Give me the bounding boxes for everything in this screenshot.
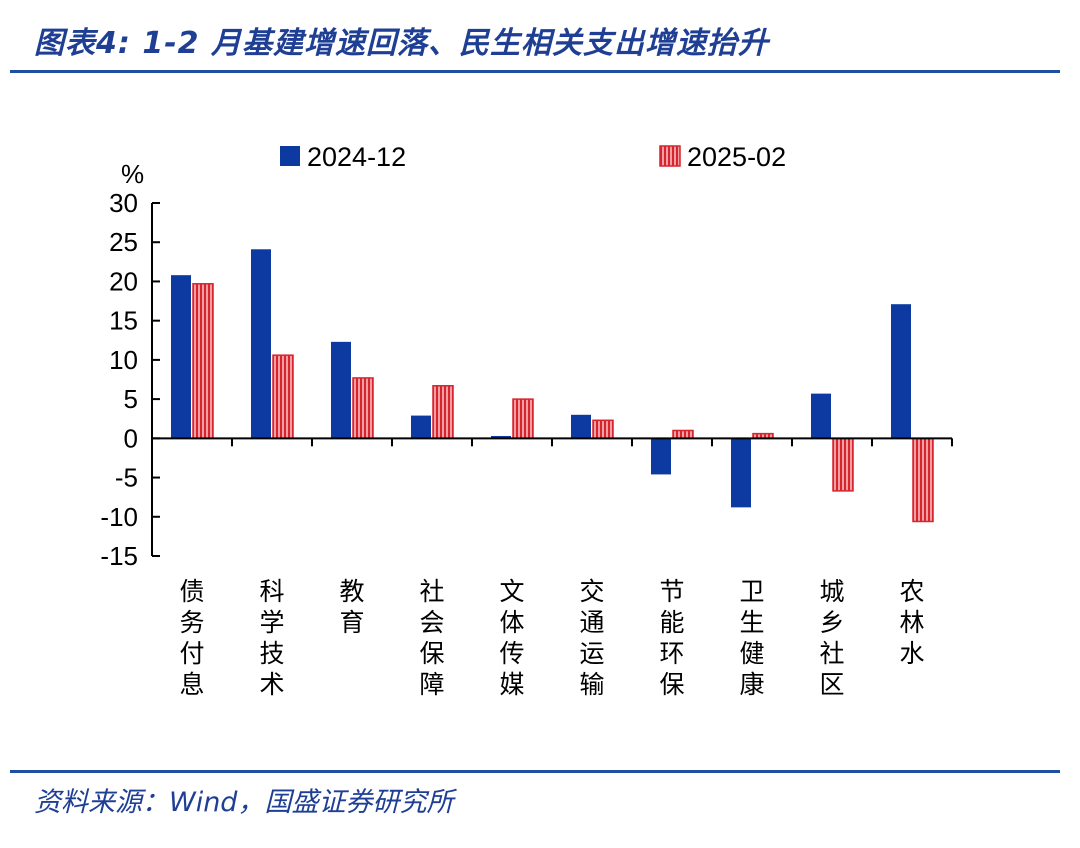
category-label: 卫生健康 <box>739 577 764 699</box>
category-label: 农林水 <box>899 577 924 668</box>
category-label: 社会保障 <box>419 577 444 699</box>
legend-2025-02: 2025-02 <box>659 142 786 172</box>
bar-2025-02 <box>912 437 934 523</box>
bar-2024-12 <box>571 414 591 439</box>
category-label: 城乡社区 <box>819 577 844 699</box>
bar-2024-12 <box>491 435 511 439</box>
footer-divider <box>10 770 1060 773</box>
bar-2024-12 <box>331 341 351 439</box>
bars <box>171 249 934 523</box>
y-tick-label: 5 <box>124 384 138 414</box>
bar-2025-02 <box>192 283 214 440</box>
bar-chart: 2024-12 2025-02 30 25 20 15 10 5 0 -5 -10 -15% 债务付… <box>100 142 953 699</box>
bar-2025-02 <box>432 385 454 440</box>
bar-2024-12 <box>411 415 431 439</box>
y-tick-label: 25 <box>109 227 138 257</box>
y-tick-label: -15 <box>100 541 138 571</box>
bar-2024-12 <box>651 438 671 475</box>
legend-label: 2024-12 <box>307 142 406 172</box>
y-tick-label: 10 <box>109 345 138 375</box>
category-label: 债务付息 <box>179 577 204 699</box>
y-axis: 30 25 20 15 10 5 0 -5 -10 -15% <box>100 159 160 571</box>
bar-2025-02 <box>512 398 534 440</box>
bar-2025-02 <box>672 429 694 440</box>
legend-swatch <box>659 145 681 167</box>
source-note: 资料来源：Wind，国盛证券研究所 <box>34 787 454 818</box>
bar-2024-12 <box>251 249 271 439</box>
y-tick-label: 15 <box>109 306 138 336</box>
category-label: 文体传媒 <box>499 577 524 699</box>
bar-2025-02 <box>272 354 294 440</box>
bar-2025-02 <box>832 437 854 492</box>
bar-2025-02 <box>352 377 374 440</box>
bar-2024-12 <box>731 438 751 508</box>
legend-swatch <box>280 146 300 166</box>
category-labels: 债务付息 科学技术 教育 社会保障 文体传媒 交通运输 节能环保 卫生健康 城乡社区 农林水 <box>179 577 924 699</box>
legend-2024-12: 2024-12 <box>280 142 406 172</box>
y-tick-label: -5 <box>115 463 138 493</box>
y-tick-label: -10 <box>100 502 138 532</box>
bar-2025-02 <box>592 419 614 440</box>
bar-2024-12 <box>171 275 191 439</box>
legend: 2024-12 2025-02 <box>280 142 786 172</box>
y-unit-label: % <box>121 159 144 189</box>
category-label: 教育 <box>339 577 364 637</box>
category-label: 科学技术 <box>259 577 284 699</box>
category-label: 交通运输 <box>579 577 604 699</box>
x-axis <box>152 437 953 447</box>
y-tick-label: 30 <box>109 188 138 218</box>
title-divider <box>10 70 1060 73</box>
legend-label: 2025-02 <box>687 142 786 172</box>
figure-title: 图表4: 1-2 月基建增速回落、民生相关支出增速抬升 <box>34 26 769 61</box>
category-label: 节能环保 <box>659 577 684 699</box>
y-tick-label: 20 <box>109 266 138 296</box>
y-tick-label: 0 <box>124 423 138 453</box>
bar-2024-12 <box>891 304 911 439</box>
bar-2024-12 <box>811 393 831 439</box>
